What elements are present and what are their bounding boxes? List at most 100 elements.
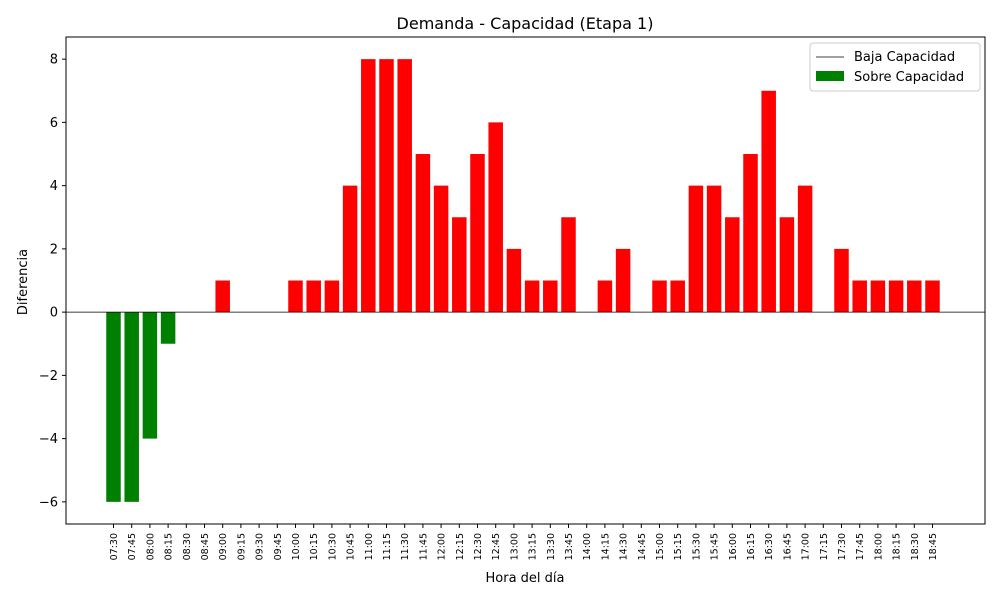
bar-1415: [597, 280, 613, 313]
bar-1345: [561, 217, 576, 313]
x-tick-label: 07:30: [109, 533, 120, 560]
x-tick-label: 10:00: [291, 533, 302, 560]
bar-1800: [870, 280, 886, 313]
bar-1615: [743, 154, 758, 313]
bar-1145: [415, 154, 431, 313]
x-tick-label: 09:30: [255, 533, 266, 560]
bar-0815: [160, 312, 176, 344]
bar-1830: [907, 280, 922, 313]
y-tick-label: 4: [50, 179, 58, 194]
bar-1115: [379, 59, 394, 313]
y-tick-label: −2: [39, 369, 58, 384]
bar-1230: [470, 154, 485, 313]
x-tick-label: 09:00: [218, 533, 229, 560]
x-tick-label: 15:00: [655, 533, 666, 560]
x-tick-label: 18:45: [928, 533, 939, 560]
bar-1300: [506, 248, 522, 313]
y-tick-label: −4: [39, 432, 58, 447]
x-tick-label: 10:45: [346, 533, 357, 560]
x-axis: 07:30 07:45 08:00 08:15 08:30 08:45 09:00 09:15…: [109, 524, 939, 560]
bar-1000: [288, 280, 303, 313]
x-tick-label: 16:15: [746, 533, 757, 560]
bar-1215: [452, 217, 467, 313]
x-tick-label: 16:30: [764, 533, 775, 560]
x-tick-label: 13:15: [528, 533, 539, 560]
bar-1815: [888, 280, 904, 313]
x-tick-label: 08:45: [200, 533, 211, 560]
x-tick-label: 16:45: [782, 533, 793, 560]
axes-frame: [65, 36, 986, 525]
bar-1245: [488, 122, 503, 313]
x-tick-label: 10:15: [309, 533, 320, 560]
x-tick-label: 18:30: [910, 533, 921, 560]
bar-1630: [761, 90, 776, 313]
bar-1315: [524, 280, 540, 313]
bar-0745: [124, 312, 139, 502]
bar-1330: [543, 280, 558, 313]
bars-layer: [106, 59, 940, 502]
x-tick-label: 14:30: [619, 533, 630, 560]
x-tick-label: 11:00: [364, 533, 375, 560]
x-tick-label: 18:15: [892, 533, 903, 560]
bar-1430: [615, 248, 631, 313]
y-tick-label: 2: [50, 242, 58, 257]
x-tick-label: 17:45: [855, 533, 866, 560]
x-tick-label: 14:45: [637, 533, 648, 560]
x-tick-label: 15:45: [710, 533, 721, 560]
x-tick-label: 09:45: [273, 533, 284, 560]
y-tick-label: 8: [50, 53, 58, 68]
bar-1730: [834, 248, 849, 313]
bar-1700: [797, 185, 813, 313]
legend-patch-swatch: [816, 71, 844, 81]
x-axis-label: Hora del día: [486, 571, 565, 586]
x-tick-label: 12:15: [455, 533, 466, 560]
x-tick-label: 14:15: [600, 533, 611, 560]
x-tick-label: 16:00: [728, 533, 739, 560]
legend: Baja Capacidad Sobre Capacidad: [809, 42, 981, 92]
x-tick-label: 08:00: [145, 533, 156, 560]
x-tick-label: 13:45: [564, 533, 575, 560]
chart-title: Demanda - Capacidad (Etapa 1): [397, 14, 654, 33]
x-tick-label: 08:30: [182, 533, 193, 560]
bar-1130: [397, 59, 412, 313]
y-axis: −6 −4 −2 0 2 4 6 8: [39, 53, 66, 510]
legend-label-sobre-capacidad: Sobre Capacidad: [854, 70, 964, 85]
bar-1200: [433, 185, 449, 313]
bar-0900: [215, 280, 230, 313]
x-tick-label: 17:00: [801, 533, 812, 560]
y-tick-label: 0: [50, 306, 58, 321]
x-tick-label: 12:30: [473, 533, 484, 560]
x-tick-label: 15:30: [691, 533, 702, 560]
x-tick-label: 07:45: [127, 533, 138, 560]
y-tick-label: 6: [50, 116, 58, 131]
x-tick-label: 12:00: [437, 533, 448, 560]
x-tick-label: 10:30: [327, 533, 338, 560]
bar-1530: [688, 185, 704, 313]
bar-1515: [670, 280, 685, 313]
bar-1845: [925, 280, 940, 313]
bar-0800: [142, 312, 158, 439]
bar-1015: [306, 280, 321, 313]
legend-label-baja-capacidad: Baja Capacidad: [854, 50, 955, 65]
x-tick-label: 13:30: [546, 533, 557, 560]
bar-1100: [361, 59, 376, 313]
bar-1045: [342, 185, 358, 313]
x-tick-label: 15:15: [673, 533, 684, 560]
bar-1030: [324, 280, 340, 313]
x-tick-label: 14:00: [582, 533, 593, 560]
x-tick-label: 17:15: [819, 533, 830, 560]
bar-1645: [779, 217, 795, 313]
x-tick-label: 18:00: [873, 533, 884, 560]
legend-box: [809, 42, 981, 92]
bar-0730: [106, 312, 121, 502]
bar-1745: [852, 280, 867, 313]
bar-1545: [706, 185, 722, 313]
x-tick-label: 09:15: [236, 533, 247, 560]
x-tick-label: 13:00: [509, 533, 520, 560]
x-tick-label: 11:30: [400, 533, 411, 560]
bar-1600: [725, 217, 740, 313]
x-tick-label: 17:30: [837, 533, 848, 560]
bar-1500: [652, 280, 667, 313]
x-tick-label: 08:15: [164, 533, 175, 560]
